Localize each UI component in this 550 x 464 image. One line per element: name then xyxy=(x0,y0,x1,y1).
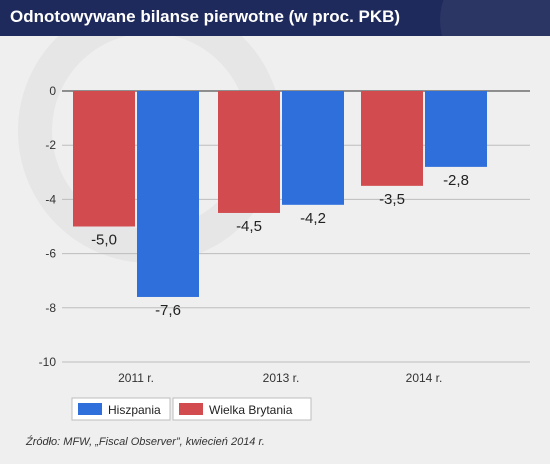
x-tick-label: 2013 r. xyxy=(263,371,300,385)
bar-chart: 0 -2 -4 -6 -8 -10 -5,0 -7,6 -4,5 -4,2 -3,5 -2,8 20… xyxy=(18,36,530,421)
chart-header: Odnotowywane bilanse pierwotne (w proc. … xyxy=(0,0,550,36)
data-label: -5,0 xyxy=(91,232,117,249)
x-axis: 2011 r. 2013 r. 2014 r. xyxy=(118,371,442,385)
y-tick-label: -2 xyxy=(45,138,56,152)
legend-label: Wielka Brytania xyxy=(209,403,293,417)
legend-label: Hiszpania xyxy=(108,403,161,417)
y-tick-label: -6 xyxy=(45,247,56,261)
y-tick-label: 0 xyxy=(49,84,56,98)
bar-hiszpania xyxy=(282,91,344,205)
y-tick-label: -4 xyxy=(45,192,56,206)
bar-hiszpania xyxy=(425,91,487,167)
y-tick-label: -10 xyxy=(39,355,57,369)
legend-swatch xyxy=(78,403,102,415)
x-tick-label: 2011 r. xyxy=(118,371,154,385)
legend: Hiszpania Wielka Brytania xyxy=(71,397,312,421)
data-label: -2,8 xyxy=(443,172,469,189)
header-decoration xyxy=(440,0,550,36)
chart-title: Odnotowywane bilanse pierwotne (w proc. … xyxy=(10,7,401,26)
bars: -5,0 -7,6 -4,5 -4,2 -3,5 -2,8 xyxy=(73,91,487,319)
data-label: -7,6 xyxy=(155,302,181,319)
legend-swatch xyxy=(179,403,203,415)
bar-wielka-brytania xyxy=(73,91,135,227)
source-note: Źródło: MFW, „Fiscal Observer”, kwiecień… xyxy=(26,436,265,448)
x-tick-label: 2014 r. xyxy=(406,371,443,385)
data-label: -4,5 xyxy=(236,218,262,235)
bar-wielka-brytania xyxy=(361,91,423,186)
bar-hiszpania xyxy=(137,91,199,297)
y-axis: 0 -2 -4 -6 -8 -10 xyxy=(39,84,57,369)
y-tick-label: -8 xyxy=(45,301,56,315)
legend-item xyxy=(172,397,312,421)
data-label: -4,2 xyxy=(300,210,326,227)
data-label: -3,5 xyxy=(379,191,405,208)
bar-wielka-brytania xyxy=(218,91,280,213)
